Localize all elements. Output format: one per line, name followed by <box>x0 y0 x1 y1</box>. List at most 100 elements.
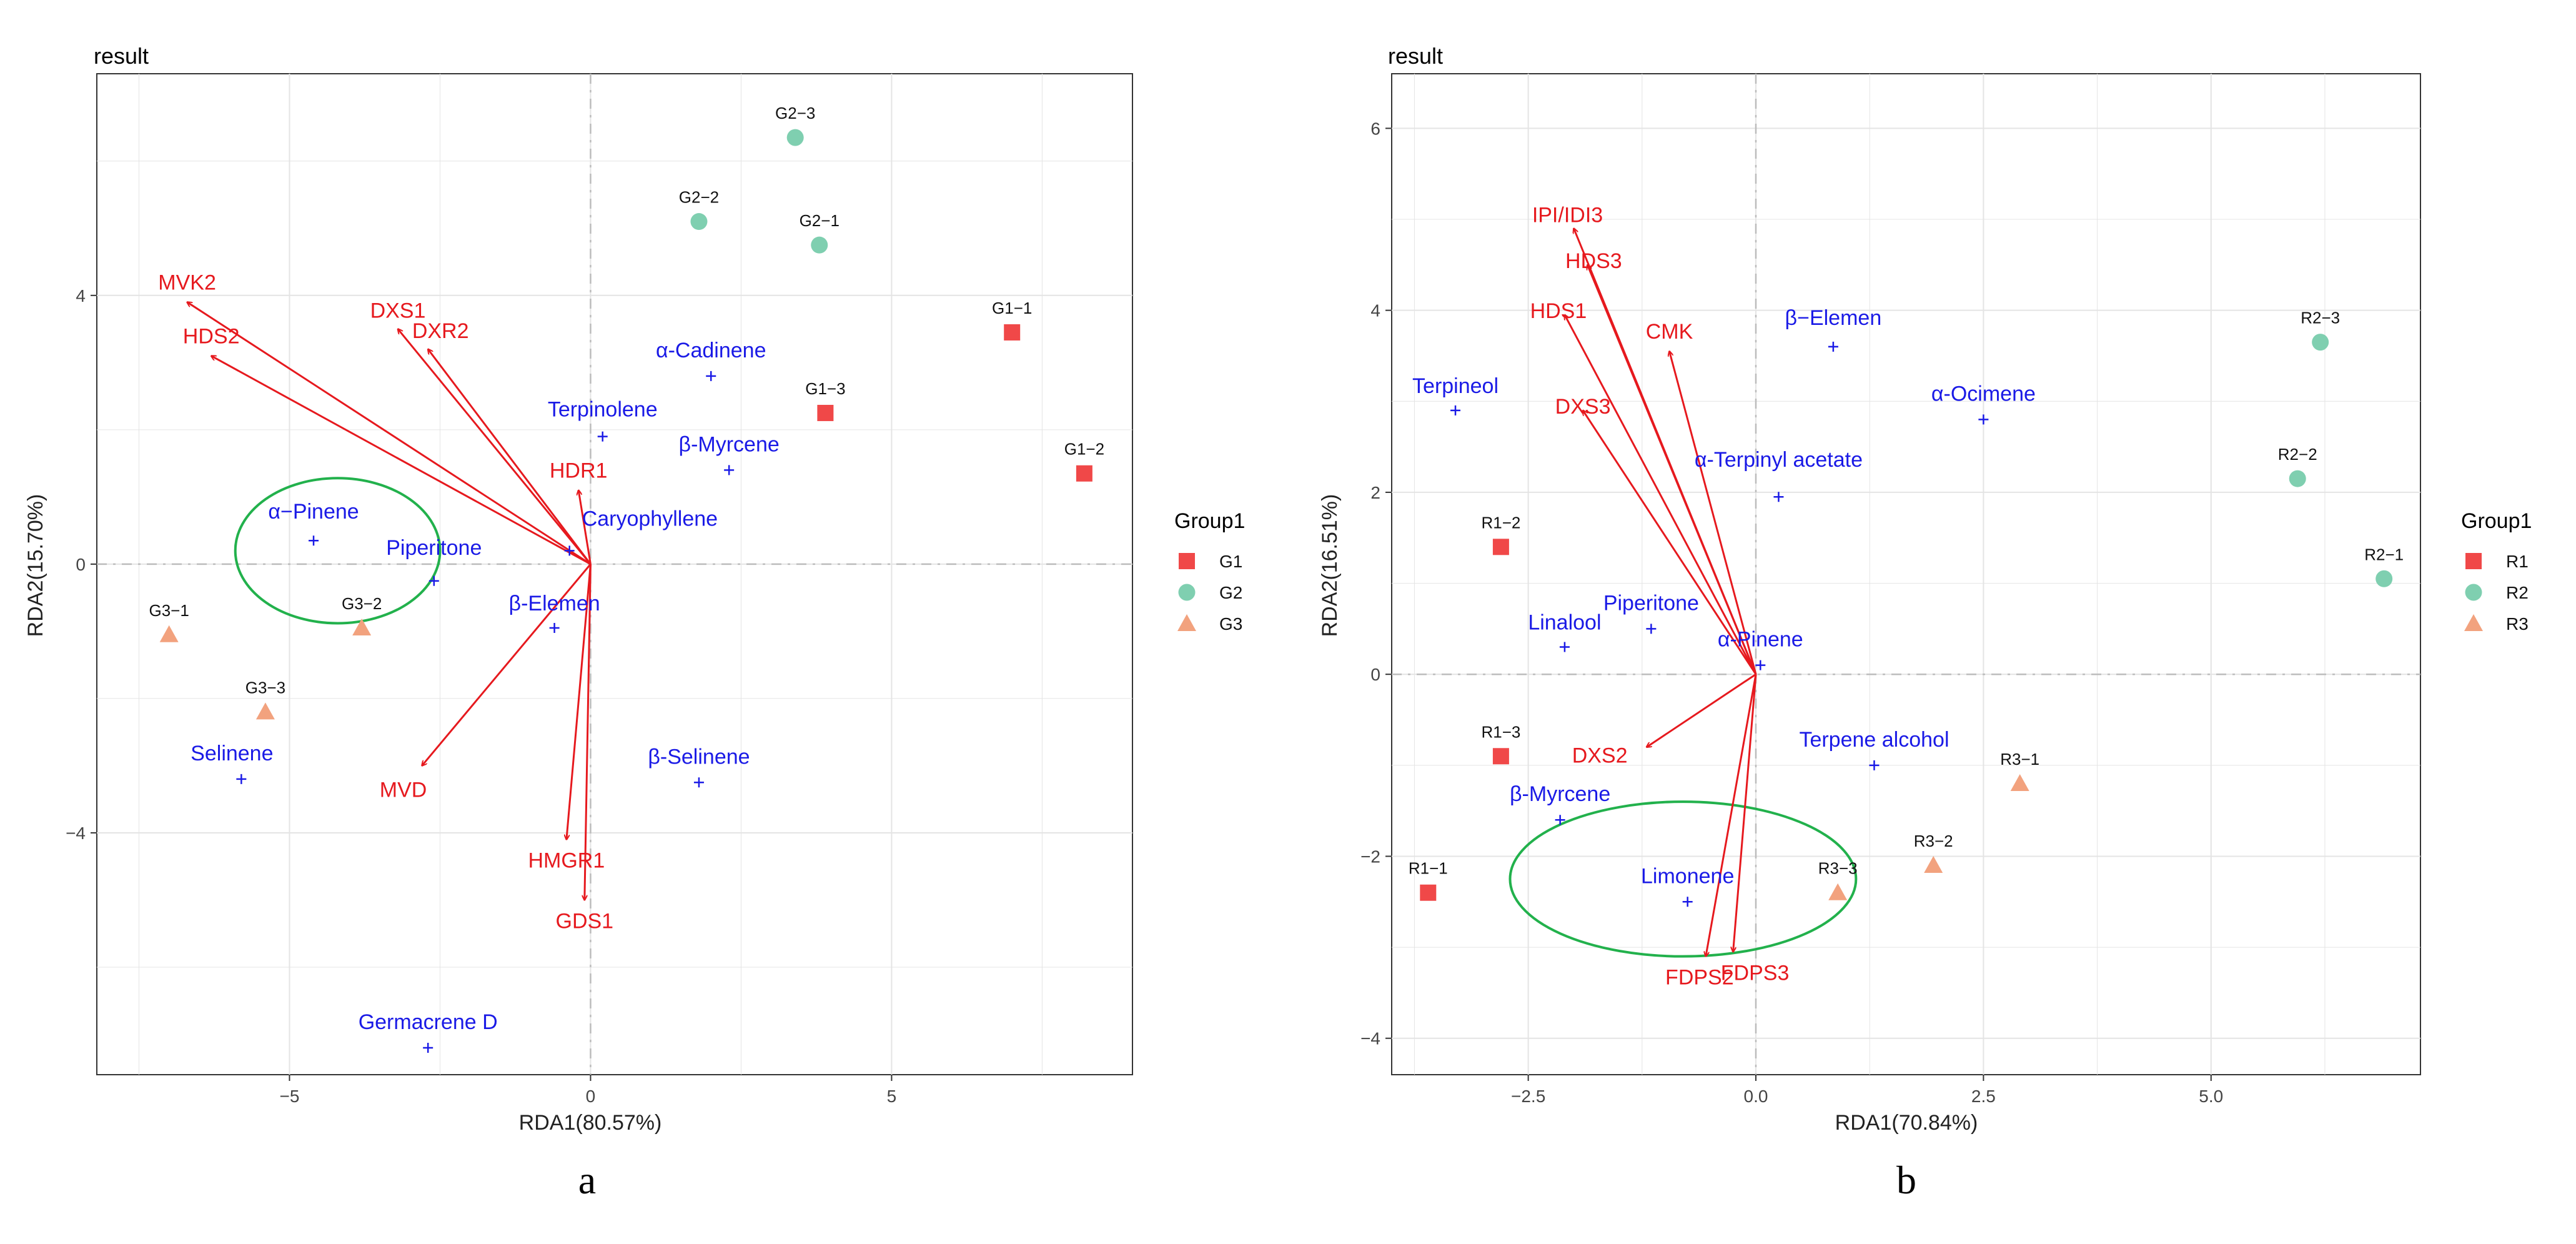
panel-a-arrow-label-mvd: MVD <box>380 778 427 802</box>
panel-b-variable-piperitone: Piperitone <box>1603 591 1699 634</box>
panel-b-legend-title: Group1 <box>2461 509 2532 533</box>
panel-a-y-tick-label: 0 <box>76 555 86 574</box>
panel-a-variable-marker <box>693 777 704 788</box>
panel-a-sample-labels: G1−1 G1−2 G1−3 G2−1 G2−2 G2−3 G3−1 G3−2 G3−3 <box>149 104 1105 697</box>
panel-b-sample-label-r3-1: R3−1 <box>2000 750 2039 769</box>
panel-b-variable-label: Terpene alcohol <box>1799 728 1949 752</box>
panel-a-arrow-label-gds1: GDS1 <box>556 909 614 933</box>
panel-a-arrow-label-dxr2: DXR2 <box>412 319 469 343</box>
panel-a-variable-marker <box>423 1042 433 1053</box>
panel-b-arrow-fdps3 <box>1733 674 1757 952</box>
panel-b-arrow-label-dxs3: DXS3 <box>1555 395 1611 419</box>
panel-a-x-tick-label: 0 <box>586 1087 596 1106</box>
panel-a-x-tick-label: 5 <box>887 1087 897 1106</box>
panel-a-cluster-ellipse <box>234 477 442 625</box>
panel-a-variable-label: Terpinolene <box>548 398 658 422</box>
panel-b-variable-label: Limonene <box>1641 864 1734 888</box>
panel-b-arrow-label-hds1: HDS1 <box>1530 299 1587 323</box>
panel-b-arrow-dxs2 <box>1647 673 1756 747</box>
panel-a-sample-g2-2 <box>690 213 708 231</box>
panel-b-arrow-label-ipi-idi3: IPI/IDI3 <box>1532 204 1603 227</box>
panel-b-legend-key-r3 <box>2464 614 2483 631</box>
panel-b-variable-marker <box>1646 624 1657 634</box>
panel-b-variable-marker <box>1450 405 1461 415</box>
panel-b-cluster-ellipse <box>1508 800 1858 958</box>
panel-a-y-tick-label: −4 <box>66 824 86 843</box>
panel-a-variable-germacrene-d: Germacrene D <box>359 1010 498 1053</box>
panel-b-y-tick-label: 6 <box>1370 119 1380 138</box>
rda-panel-a: result MVK2HDS2DXS1DXR2HDR1MVDHMGR1GDS1 … <box>24 43 1245 1202</box>
panel-a-variable-label: β-Elemen <box>509 592 600 615</box>
panel-b-sample-label-r1-3: R1−3 <box>1481 722 1520 741</box>
panel-a-sample-label-g2-3: G2−3 <box>775 104 815 122</box>
panel-b-sample-label-r3-2: R3−2 <box>1914 832 1953 850</box>
panel-a-sample-g3-1 <box>159 625 179 642</box>
panel-b-y-ticks: −4 −2 0 2 4 6 <box>1360 119 1392 1048</box>
panel-a-arrow-label-hdr1: HDR1 <box>550 459 608 483</box>
panel-b-legend-keys <box>2464 553 2483 631</box>
panel-a-variable-label: Caryophyllene <box>582 507 718 530</box>
panel-a-legend: Group1 G1 G2 G3 <box>1174 509 1245 634</box>
panel-a-sample-label-g1-1: G1−1 <box>992 299 1032 317</box>
panel-a-ellipse <box>234 477 442 625</box>
panel-b-variable-terpinyl-acetate: α-Terpinyl acetate <box>1695 448 1863 502</box>
panel-a-sample-label-g2-1: G2−1 <box>800 211 840 230</box>
panel-b-variable-marker <box>1682 897 1693 907</box>
panel-a-variable-label: β-Selinene <box>648 745 750 769</box>
panel-b-sample-r1-1 <box>1420 884 1437 901</box>
panel-a-variable-label: α−Pinene <box>268 500 359 524</box>
panel-b-y-tick-label: 4 <box>1370 301 1380 321</box>
panel-b-legend-label-3: R3 <box>2506 614 2529 634</box>
panel-a-variable-label: β-Myrcene <box>679 432 780 456</box>
panel-b-sample-label-r1-2: R1−2 <box>1481 513 1520 532</box>
panel-b-sample-r1-2 <box>1492 539 1509 555</box>
panel-a-sample-label-g1-3: G1−3 <box>805 379 845 398</box>
panel-b-legend-key-r1 <box>2465 553 2482 569</box>
panel-b-sample-label-r2-3: R2−3 <box>2301 309 2340 327</box>
panel-b-variable-ocimene: α-Ocimene <box>1931 382 2036 425</box>
panel-a-legend-label-3: G3 <box>1219 614 1242 634</box>
panel-a-arrow-dxr2 <box>428 349 592 565</box>
panel-a-sample-g2-1 <box>811 236 828 254</box>
panel-a-variable-marker <box>429 575 439 586</box>
panel-a-arrow-mvd <box>422 563 592 766</box>
panel-b-variable-linalool: Linalool <box>1528 611 1602 652</box>
panel-a-legend-key-g3 <box>1177 614 1196 631</box>
panel-b-sample-r1-3 <box>1492 748 1509 765</box>
panel-b-variable-marker <box>1828 341 1838 352</box>
panel-b-variable-marker <box>1978 414 1989 425</box>
panel-a-arrow-label-hmgr1: HMGR1 <box>528 849 605 873</box>
panel-b-reference-lines <box>1392 74 2420 1075</box>
panel-b-y-tick-label: 2 <box>1370 483 1380 502</box>
panel-b-sample-r3-1 <box>2010 774 2029 791</box>
panel-a-variable-pinene: α−Pinene <box>268 500 359 546</box>
panel-b-variable-label: Terpineol <box>1412 374 1499 398</box>
panel-a-arrow-hdr1 <box>578 490 592 565</box>
panel-b-legend-label-2: R2 <box>2506 583 2529 602</box>
panel-a-variable-label: α-Cadinene <box>656 339 766 362</box>
panel-b-variable-marker <box>1773 492 1784 502</box>
panel-a-variables: α−Pinene Piperitone Caryophyllene β-Elemen α… <box>191 339 780 1053</box>
panel-b-arrow-fdps2 <box>1706 674 1757 956</box>
panel-a-legend-key-g2 <box>1178 584 1196 601</box>
panel-b-variable-myrcene: β-Myrcene <box>1510 782 1610 825</box>
panel-a-x-axis-title: RDA1(80.57%) <box>519 1111 662 1135</box>
panel-a-legend-keys <box>1177 553 1196 631</box>
panel-a-variable-marker <box>549 623 560 634</box>
panel-a-variable-marker <box>236 774 247 784</box>
panel-a-variable-terpinolene: Terpinolene <box>548 398 658 442</box>
panel-a-grid <box>97 74 1132 1075</box>
panel-b-arrows <box>1565 229 1757 957</box>
panel-a-legend-key-g1 <box>1179 553 1195 569</box>
panel-b-sample-r2-1 <box>2375 570 2393 587</box>
panel-b-variable-label: Linalool <box>1528 611 1601 635</box>
panel-a-frame <box>96 73 1133 1075</box>
panel-a-y-tick-label: 4 <box>76 286 86 306</box>
panel-b-x-ticks: −2.5 0.0 2.5 5.0 <box>1511 1075 2223 1106</box>
panel-b-variable-marker <box>1559 642 1570 652</box>
panel-a-variable-marker <box>309 535 319 546</box>
panel-a-arrows <box>187 302 592 900</box>
panel-b-sample-label-r2-1: R2−1 <box>2364 545 2404 564</box>
panel-b-grid <box>1392 74 2420 1075</box>
